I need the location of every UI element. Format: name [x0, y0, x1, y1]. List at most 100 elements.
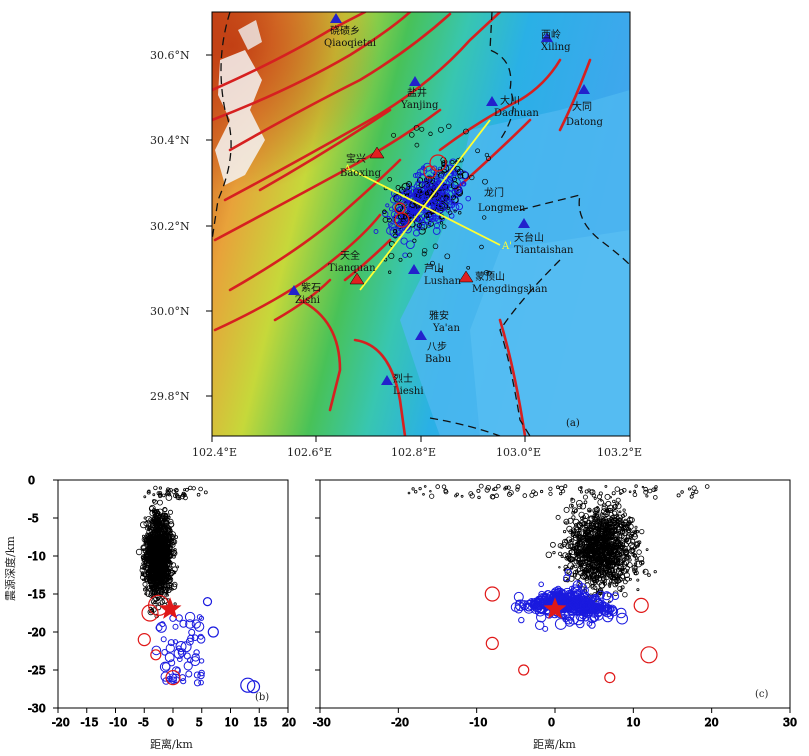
hypocenter-marker: [144, 558, 149, 563]
aftershock-marker: [413, 124, 420, 131]
hypocenter-marker: [152, 561, 160, 569]
hypocenter-marker: [583, 513, 589, 519]
xlabel-b: 距离/km: [150, 737, 193, 751]
xtick-b: -20: [52, 716, 70, 729]
hypocenter-marker: [612, 527, 615, 531]
hypocenter-marker: [588, 602, 594, 608]
hypocenter-marker: [620, 585, 625, 590]
hypocenter-marker: [576, 499, 583, 507]
station-label: 蒙顶山: [475, 270, 505, 283]
hypocenter-marker: [596, 525, 601, 530]
hypocenter-marker: [591, 535, 596, 540]
aftershock-marker: [440, 164, 450, 173]
aftershock-marker: [439, 190, 445, 196]
hypocenter-marker: [651, 487, 657, 493]
hypocenter-marker: [559, 544, 564, 549]
hypocenter-marker: [619, 540, 626, 546]
hypocenter-marker: [514, 599, 527, 611]
hypocenter-marker: [572, 573, 578, 578]
lat-label: 30.2°N: [150, 220, 190, 233]
profile-line-bb: [359, 119, 491, 291]
aftershock-marker: [393, 229, 398, 234]
hypocenter-marker: [676, 493, 681, 498]
hypocenter-marker: [624, 548, 629, 553]
hypocenter-marker: [579, 593, 585, 599]
hypocenter-marker: [636, 544, 640, 547]
hypocenter-marker: [573, 564, 578, 569]
hypocenter-marker: [588, 530, 594, 535]
hypocenter-marker: [602, 502, 607, 508]
hypocenter-marker: [160, 538, 165, 543]
hypocenter-marker: [149, 504, 156, 512]
hypocenter-marker: [523, 602, 535, 614]
hypocenter-marker: [569, 601, 576, 608]
aftershock-marker: [441, 168, 447, 174]
hypocenter-marker: [182, 495, 188, 501]
hypocenter-marker: [153, 485, 158, 491]
profile-line-aa: [351, 169, 501, 246]
hypocenter-marker: [568, 549, 573, 555]
hypocenter-marker: [158, 494, 163, 499]
hypocenter-marker: [187, 657, 194, 664]
station-label: 硗碛乡: [330, 24, 360, 37]
hypocenter-marker: [198, 679, 204, 686]
hypocenter-marker: [143, 521, 149, 527]
station-label: Babu: [425, 354, 452, 365]
hypocenter-marker: [618, 534, 623, 539]
hypocenter-marker: [140, 572, 145, 577]
lon-label: 102.6°E: [287, 446, 332, 459]
hypocenter-marker: [168, 538, 172, 541]
station-label: 大川: [500, 94, 520, 107]
aftershock-marker: [416, 223, 422, 228]
hypocenter-marker: [160, 636, 167, 643]
hypocenter-marker: [522, 493, 528, 498]
hypocenter-marker: [607, 504, 614, 512]
hypocenter-marker: [198, 669, 205, 677]
aftershock-marker: [425, 176, 433, 184]
hypocenter-marker: [170, 534, 176, 540]
aftershock-marker: [382, 210, 389, 218]
hypocenter-marker: [246, 680, 261, 694]
station-label: 宝兴: [346, 152, 366, 165]
hypocenter-marker: [613, 555, 617, 559]
hypocenter-marker: [523, 600, 535, 612]
aftershock-marker: [387, 176, 393, 182]
hypocenter-marker: [139, 521, 147, 529]
hypocenter-marker: [176, 645, 182, 651]
hypocenter-marker: [567, 517, 574, 524]
hypocenter-marker: [198, 486, 203, 492]
hypocenter-marker: [563, 484, 568, 489]
hypocenter-marker: [625, 527, 632, 533]
hypocenter-marker: [597, 601, 607, 611]
aftershock-marker: [479, 244, 484, 250]
hypocenter-marker: [567, 555, 574, 563]
station-label: 紫石: [301, 282, 321, 294]
hypocenter-marker: [476, 488, 481, 493]
aftershock-marker: [446, 206, 450, 210]
hypocenter-marker: [150, 568, 154, 572]
aftershock-marker: [437, 126, 444, 133]
hypocenter-marker: [143, 516, 147, 520]
hypocenter-marker: [691, 485, 697, 491]
hypocenter-marker: [645, 548, 649, 551]
hypocenter-marker: [150, 523, 156, 529]
hypocenter-marker: [592, 593, 600, 601]
hypocenter-marker: [616, 531, 620, 535]
hypocenter-marker: [515, 599, 522, 606]
aftershock-marker: [431, 199, 437, 206]
hypocenter-marker: [593, 550, 597, 554]
hypocenter-marker: [535, 599, 542, 606]
hypocenter-marker: [422, 492, 425, 496]
ylabel-b: 震源深度/km: [3, 536, 17, 601]
station-label: Lushan: [424, 276, 462, 287]
hypocenter-marker: [618, 510, 622, 514]
hypocenter-marker: [592, 517, 599, 523]
aftershock-marker: [393, 194, 402, 203]
hypocenter-marker: [548, 486, 553, 491]
hypocenter-marker: [142, 547, 150, 555]
hypocenter-marker: [591, 544, 597, 550]
hypocenter-marker: [568, 575, 575, 582]
hypocenter-marker: [542, 625, 549, 632]
hypocenter-marker: [563, 506, 570, 513]
hypocenter-marker: [164, 531, 168, 535]
